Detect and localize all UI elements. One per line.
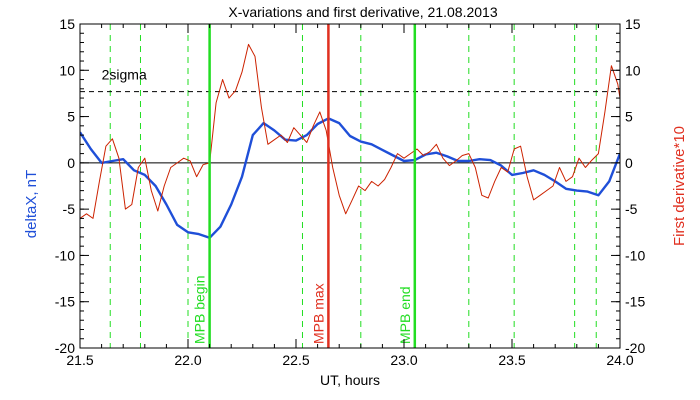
y-axis-label-left: deltaX, nT xyxy=(23,170,40,238)
x-tick-label-2: 22.5 xyxy=(282,352,309,368)
y-tick-label-left-1: 10 xyxy=(59,62,75,78)
marker-label-2: MPB end xyxy=(397,286,413,344)
y-tick-label-left-4: -5 xyxy=(63,201,76,217)
y-tick-label-right-1: 10 xyxy=(625,62,641,78)
x-axis-label: UT, hours xyxy=(320,372,380,388)
y-tick-label-right-6: -15 xyxy=(625,294,645,310)
y-tick-label-right-2: 5 xyxy=(625,109,633,125)
marker-label-0: MPB begin xyxy=(192,276,208,344)
y-tick-label-right-7: -20 xyxy=(625,340,645,356)
y-tick-label-right-0: 15 xyxy=(625,16,641,32)
y-tick-label-left-2: 5 xyxy=(67,109,75,125)
x-tick-label-0: 21.5 xyxy=(66,352,93,368)
x-tick-label-3: 23.0 xyxy=(390,352,417,368)
y-tick-label-left-5: -10 xyxy=(55,247,75,263)
y-tick-label-right-4: -5 xyxy=(625,201,638,217)
plot-frame xyxy=(79,23,621,349)
y-tick-label-left-7: -20 xyxy=(55,340,75,356)
plot-area: 2sigma MPB begin MPB max MPB end 21.5 22.0 22.… xyxy=(55,16,646,368)
x-tick-label-4: 23.5 xyxy=(498,352,525,368)
series-line-deltaX xyxy=(80,117,620,240)
x-tick-label-1: 22.0 xyxy=(174,352,201,368)
y-tick-label-right-5: -10 xyxy=(625,247,645,263)
y-tick-label-left-6: -15 xyxy=(55,294,75,310)
x-tick-label-5: 24.0 xyxy=(606,352,633,368)
chart-title: X-variations and first derivative, 21.08… xyxy=(228,4,497,20)
y-tick-label-right-3: 0 xyxy=(625,155,633,171)
series-line-derivative xyxy=(80,43,620,219)
marker-label-1: MPB max xyxy=(310,283,326,344)
threshold-label: 2sigma xyxy=(102,67,147,83)
y-tick-label-left-0: 15 xyxy=(59,16,75,32)
y-axis-label-right: First derivative*10 xyxy=(671,126,688,246)
y-tick-label-left-3: 0 xyxy=(67,155,75,171)
